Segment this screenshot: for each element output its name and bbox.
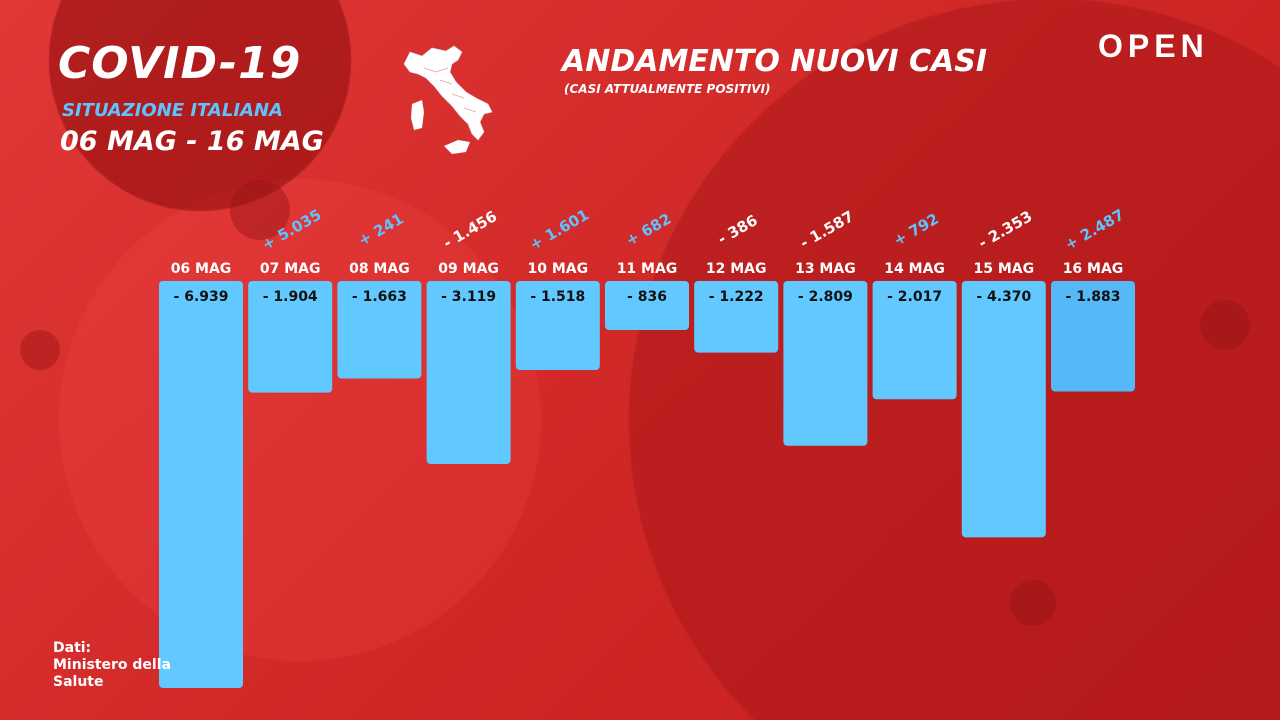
- category-label: 11 MAG: [617, 261, 678, 277]
- bar-value-label: - 1.883: [1066, 289, 1121, 305]
- bar-value-label: - 2.809: [798, 289, 853, 305]
- bar-value-label: - 836: [627, 289, 667, 305]
- category-label: 06 MAG: [171, 261, 232, 277]
- bar-value-label: - 1.663: [352, 289, 407, 305]
- bar: [248, 281, 333, 393]
- background-blob: [20, 330, 60, 370]
- change-label: + 682: [623, 210, 675, 250]
- category-label: 12 MAG: [706, 261, 767, 277]
- change-label: + 241: [355, 210, 407, 250]
- bar: [694, 281, 779, 353]
- italy-map-icon: [403, 45, 493, 154]
- category-label: 08 MAG: [349, 261, 410, 277]
- bar: [872, 281, 957, 400]
- category-label: 10 MAG: [527, 261, 588, 277]
- bar: [337, 281, 422, 379]
- background-blob: [1200, 300, 1250, 350]
- bar: [783, 281, 868, 446]
- change-label: - 1.456: [440, 207, 500, 252]
- bar: [961, 281, 1046, 538]
- bar-value-label: - 4.370: [976, 289, 1031, 305]
- bar: [159, 281, 243, 688]
- bar: [605, 281, 689, 331]
- category-label: 07 MAG: [260, 261, 321, 277]
- source-label: Dati:: [53, 640, 92, 656]
- change-label: - 2.353: [975, 207, 1035, 252]
- background-blob: [230, 180, 290, 240]
- page-title: COVID-19: [58, 38, 302, 89]
- category-label: 09 MAG: [438, 261, 499, 277]
- data-source: Dati: Ministero della Salute: [53, 640, 173, 691]
- category-label: 14 MAG: [884, 261, 945, 277]
- bar: [426, 281, 511, 464]
- bar: [515, 281, 600, 371]
- change-label: + 1.601: [527, 206, 593, 254]
- chart-title: ANDAMENTO NUOVI CASI: [562, 44, 988, 79]
- change-label: - 386: [715, 211, 761, 248]
- bar-value-label: - 6.939: [174, 289, 229, 305]
- brand-logo: OPEN: [1098, 28, 1209, 64]
- date-range: 06 MAG - 16 MAG: [60, 126, 324, 157]
- change-label: + 5.035: [259, 206, 325, 254]
- source-name: Ministero della Salute: [53, 657, 171, 690]
- change-label: + 792: [890, 210, 942, 250]
- chart-subtitle: (CASI ATTUALMENTE POSITIVI): [564, 82, 771, 96]
- page-subtitle: SITUAZIONE ITALIANA: [62, 100, 283, 121]
- category-label: 15 MAG: [973, 261, 1034, 277]
- bar-value-label: - 1.904: [263, 289, 318, 305]
- bar-value-label: - 1.222: [709, 289, 764, 305]
- bar: [1051, 281, 1135, 392]
- category-label: 16 MAG: [1063, 261, 1124, 277]
- change-label: - 1.587: [797, 207, 857, 252]
- bar-value-label: - 1.518: [530, 289, 585, 305]
- bar-value-label: - 2.017: [887, 289, 942, 305]
- category-label: 13 MAG: [795, 261, 856, 277]
- background-blob: [1010, 580, 1056, 626]
- bar-value-label: - 3.119: [441, 289, 496, 305]
- change-label: + 2.487: [1062, 206, 1128, 254]
